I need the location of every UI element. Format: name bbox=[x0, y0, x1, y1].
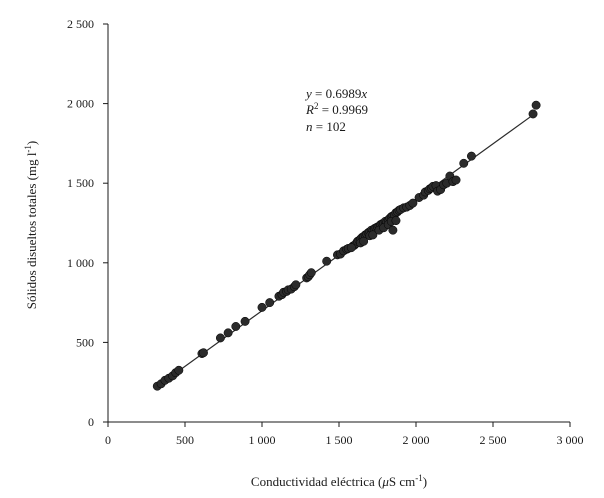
y-tick-label: 0 bbox=[88, 415, 94, 429]
data-point bbox=[388, 225, 398, 235]
data-point bbox=[215, 333, 225, 343]
data-point bbox=[223, 328, 233, 338]
x-tick-label: 2 000 bbox=[403, 433, 430, 447]
data-point bbox=[240, 316, 250, 326]
x-tick-label: 0 bbox=[105, 433, 111, 447]
data-point bbox=[322, 256, 332, 266]
data-point bbox=[231, 322, 241, 331]
data-point bbox=[531, 100, 541, 110]
y-tick-label: 2 000 bbox=[67, 97, 94, 111]
data-point bbox=[391, 216, 401, 226]
y-tick-label: 500 bbox=[76, 335, 94, 349]
x-tick-label: 500 bbox=[176, 433, 194, 447]
data-point bbox=[451, 175, 461, 185]
data-point bbox=[346, 243, 356, 253]
y-tick-label: 1 500 bbox=[67, 176, 94, 190]
x-tick-label: 1 000 bbox=[249, 433, 276, 447]
data-point bbox=[359, 236, 369, 246]
data-point bbox=[306, 268, 316, 278]
x-tick-label: 3 000 bbox=[557, 433, 584, 447]
data-point bbox=[257, 302, 267, 312]
regression-annotation: y = 0.6989x R2 = 0.9969 n = 102 bbox=[304, 86, 368, 134]
y-tick-label: 1 000 bbox=[67, 256, 94, 270]
data-point bbox=[466, 151, 476, 161]
r-squared-label: R2 = 0.9969 bbox=[305, 101, 368, 117]
equation-label: y = 0.6989x bbox=[304, 86, 367, 101]
data-point bbox=[459, 158, 469, 168]
y-axis-title: Sólidos disueltos totales (mg l-1) bbox=[23, 141, 39, 310]
x-tick-label: 1 500 bbox=[326, 433, 353, 447]
y-tick-label: 2 500 bbox=[67, 17, 94, 31]
data-point bbox=[265, 298, 275, 308]
data-point bbox=[528, 109, 538, 119]
data-point bbox=[291, 280, 301, 290]
data-point bbox=[408, 198, 418, 208]
data-point bbox=[174, 365, 184, 375]
x-axis-title: Conductividad eléctrica (μS cm-1) bbox=[251, 473, 427, 489]
data-point bbox=[368, 230, 378, 240]
data-point bbox=[199, 348, 208, 358]
x-tick-label: 2 500 bbox=[480, 433, 507, 447]
n-label: n = 102 bbox=[306, 119, 346, 134]
